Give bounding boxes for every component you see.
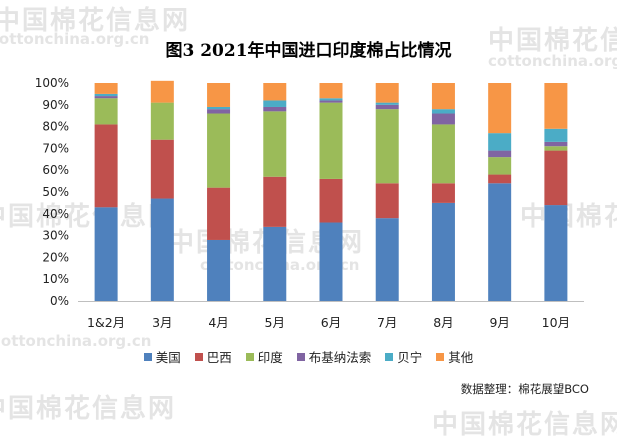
bar-segment [94,83,118,94]
x-tick-label: 4月 [208,315,228,330]
bar-segment [375,183,399,219]
legend-label: 巴西 [206,350,232,365]
bar-segment [207,187,231,240]
bar-segment [150,198,174,301]
y-tick-label: 10% [42,272,69,286]
bar-segment [431,124,455,184]
bar-segment [94,207,118,301]
bar-segment [207,239,231,301]
bar-segment [431,202,455,301]
bar-segment [431,109,455,114]
bar-segment [488,150,512,158]
bar-segment [94,124,118,208]
legend-item: 其他 [436,347,473,366]
bar-segment [375,218,399,301]
y-tick-label: 0% [50,294,69,308]
y-tick-label: 50% [42,185,69,199]
x-tick-label: 7月 [377,315,397,330]
x-tick-label: 8月 [433,315,453,330]
bar-segment [150,139,174,199]
bar-segment [544,83,568,129]
y-tick-label: 60% [42,163,69,177]
legend-swatch [436,352,445,361]
x-tick-label: 5月 [265,315,285,330]
bar-segment [544,141,568,147]
stacked-bar-chart: 0% 10% 20% 30% 40% 50% 60% 70% 80% 90% 100% 1&2月 3月 4… [35,76,584,330]
legend-label: 布基纳法索 [308,350,372,365]
bar-segment [207,83,231,107]
legend-label: 贝宁 [397,350,423,365]
bar-segment [375,104,399,110]
bar-segment [544,205,568,301]
bar-segment [207,113,231,188]
legend-label: 其他 [448,350,474,365]
y-tick-label: 70% [42,141,69,155]
bar-segment [375,83,399,103]
legend-item: 印度 [245,347,283,366]
y-tick-label: 20% [42,250,69,264]
y-tick-label: 90% [42,98,69,112]
y-tick-label: 30% [42,229,69,243]
chart-title: 图3 2021年中国进口印度棉占比情况 [165,41,452,61]
bar-segment [150,102,174,140]
legend-swatch [143,352,152,361]
bar-segment [431,83,455,110]
bar-segment [488,183,512,301]
bar-segment [488,83,512,134]
bar-segment [544,128,568,142]
y-tick-label: 100% [35,76,69,90]
legend-swatch [296,352,305,361]
legend-item: 美国 [143,347,181,366]
bar-segment [263,100,287,107]
bar-segment [431,183,455,203]
bar-segment [94,93,118,97]
x-tick-label: 9月 [489,315,509,330]
bar-segment [263,106,287,112]
chart-legend: 美国 巴西 印度 布基纳法索 贝宁 其他 [0,347,617,366]
bar-segment [375,102,399,105]
bar-segment [150,80,174,103]
source-note: 数据整理：棉花展望BCO [460,382,589,396]
x-tick-label: 1&2月 [87,315,125,330]
legend-item: 布基纳法索 [296,347,372,366]
legend-item: 贝宁 [385,347,422,366]
bar-segment [488,133,512,151]
legend-swatch [385,352,394,361]
bar-segment [263,83,287,101]
bar-segment [319,83,343,99]
bar-segment [544,150,568,206]
y-tick-label: 80% [42,120,69,134]
bar-segment [319,100,343,103]
bar-segment [488,157,512,175]
bar-segment [319,98,343,101]
bar-segment [94,98,118,125]
legend-label: 美国 [155,350,181,365]
legend-swatch [245,352,254,361]
bar-segment [319,102,343,179]
legend-label: 印度 [257,350,283,365]
bar-segment [94,96,118,99]
x-tick-label: 3月 [152,315,172,330]
legend-swatch [194,352,203,361]
bar-segment [544,146,568,151]
x-tick-label: 6月 [321,315,341,330]
x-tick-label: 10月 [542,315,570,330]
bar-segment [319,222,343,301]
bar-segment [207,106,231,110]
bar-segment [263,176,287,227]
bar-segment [207,109,231,114]
bar-segment [263,226,287,301]
bar-segment [431,113,455,125]
bar-segment [375,109,399,184]
y-tick-label: 40% [42,207,69,221]
bar-segment [263,111,287,177]
bar-segment [488,174,512,184]
legend-item: 巴西 [194,347,232,366]
bar-segment [319,178,343,223]
